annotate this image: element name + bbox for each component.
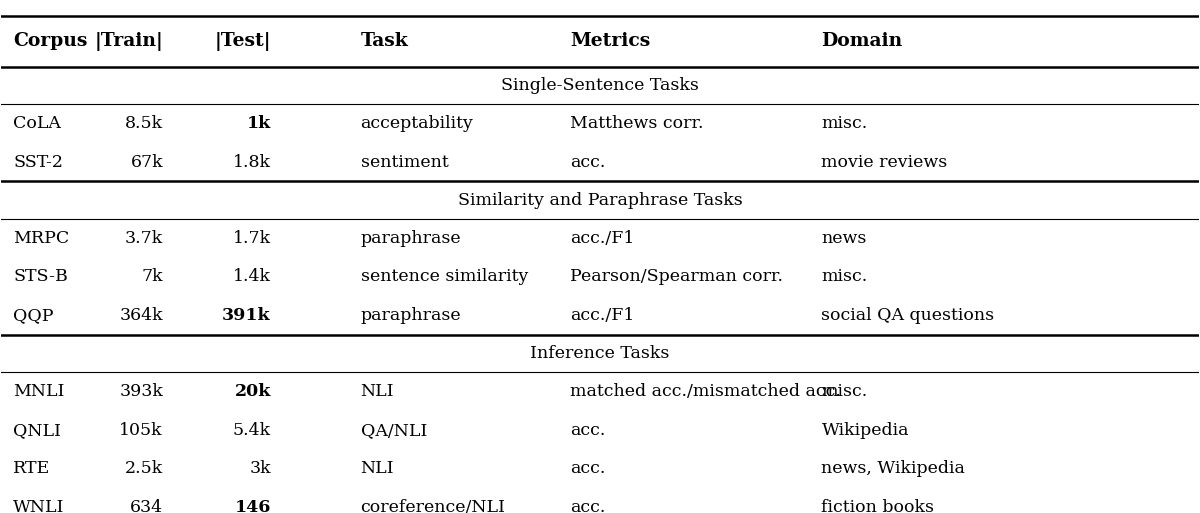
Text: 67k: 67k (131, 153, 163, 170)
Text: 634: 634 (130, 499, 163, 513)
Text: movie reviews: movie reviews (822, 153, 948, 170)
Text: social QA questions: social QA questions (822, 307, 995, 324)
Text: fiction books: fiction books (822, 499, 935, 513)
Text: 1k: 1k (246, 115, 271, 132)
Text: acc./F1: acc./F1 (570, 307, 635, 324)
Text: MNLI: MNLI (13, 383, 65, 400)
Text: news, Wikipedia: news, Wikipedia (822, 460, 965, 477)
Text: sentence similarity: sentence similarity (360, 268, 528, 285)
Text: acc.: acc. (570, 499, 606, 513)
Text: 20k: 20k (234, 383, 271, 400)
Text: coreference/NLI: coreference/NLI (360, 499, 505, 513)
Text: 1.7k: 1.7k (233, 230, 271, 247)
Text: acc./F1: acc./F1 (570, 230, 635, 247)
Text: misc.: misc. (822, 383, 868, 400)
Text: 5.4k: 5.4k (233, 422, 271, 439)
Text: 8.5k: 8.5k (125, 115, 163, 132)
Text: acc.: acc. (570, 422, 606, 439)
Text: Matthews corr.: Matthews corr. (570, 115, 703, 132)
Text: Wikipedia: Wikipedia (822, 422, 908, 439)
Text: Metrics: Metrics (570, 32, 650, 50)
Text: 391k: 391k (222, 307, 271, 324)
Text: Corpus: Corpus (13, 32, 88, 50)
Text: 105k: 105k (119, 422, 163, 439)
Text: QA/NLI: QA/NLI (360, 422, 427, 439)
Text: misc.: misc. (822, 268, 868, 285)
Text: RTE: RTE (13, 460, 50, 477)
Text: Task: Task (360, 32, 408, 50)
Text: 3.7k: 3.7k (125, 230, 163, 247)
Text: WNLI: WNLI (13, 499, 65, 513)
Text: MRPC: MRPC (13, 230, 70, 247)
Text: 3k: 3k (250, 460, 271, 477)
Text: |Test|: |Test| (215, 32, 271, 51)
Text: 1.8k: 1.8k (233, 153, 271, 170)
Text: matched acc./mismatched acc.: matched acc./mismatched acc. (570, 383, 841, 400)
Text: Inference Tasks: Inference Tasks (530, 345, 670, 362)
Text: 364k: 364k (119, 307, 163, 324)
Text: Pearson/Spearman corr.: Pearson/Spearman corr. (570, 268, 784, 285)
Text: 393k: 393k (119, 383, 163, 400)
Text: Single-Sentence Tasks: Single-Sentence Tasks (502, 77, 698, 94)
Text: STS-B: STS-B (13, 268, 68, 285)
Text: 2.5k: 2.5k (125, 460, 163, 477)
Text: news: news (822, 230, 866, 247)
Text: Domain: Domain (822, 32, 902, 50)
Text: acc.: acc. (570, 460, 606, 477)
Text: paraphrase: paraphrase (360, 230, 461, 247)
Text: QQP: QQP (13, 307, 54, 324)
Text: QNLI: QNLI (13, 422, 61, 439)
Text: 7k: 7k (142, 268, 163, 285)
Text: SST-2: SST-2 (13, 153, 64, 170)
Text: NLI: NLI (360, 460, 394, 477)
Text: acc.: acc. (570, 153, 606, 170)
Text: misc.: misc. (822, 115, 868, 132)
Text: sentiment: sentiment (360, 153, 449, 170)
Text: 1.4k: 1.4k (233, 268, 271, 285)
Text: Similarity and Paraphrase Tasks: Similarity and Paraphrase Tasks (457, 192, 743, 209)
Text: NLI: NLI (360, 383, 394, 400)
Text: 146: 146 (234, 499, 271, 513)
Text: acceptability: acceptability (360, 115, 474, 132)
Text: CoLA: CoLA (13, 115, 61, 132)
Text: |Train|: |Train| (95, 32, 163, 51)
Text: paraphrase: paraphrase (360, 307, 461, 324)
